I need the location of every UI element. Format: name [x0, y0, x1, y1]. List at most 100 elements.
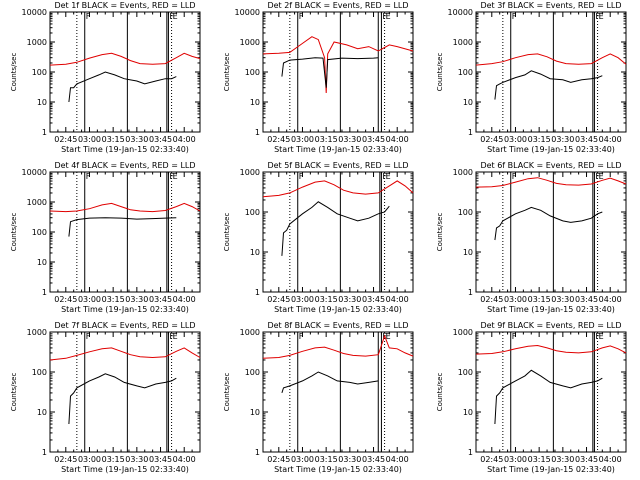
chart-panel: Det 3f BLACK = Events, RED = LLD 1 10 100 10…: [426, 0, 639, 160]
x-tick-label: 03:15: [102, 295, 125, 304]
x-tick-label: 03:30: [338, 455, 361, 464]
time-marker-label: F: [512, 332, 517, 341]
time-marker-label: F: [86, 172, 91, 181]
chart-svg: Det 3f BLACK = Events, RED = LLD 1 10 100 10…: [436, 1, 627, 154]
chart-svg: Det 8f BLACK = Events, RED = LLD 1 10 100 10…: [223, 321, 414, 474]
y-tick-label: 1: [255, 288, 260, 297]
x-tick-label: 03:00: [291, 135, 314, 144]
x-tick-label: 03:45: [149, 455, 172, 464]
x-tick-label: 04:00: [599, 135, 622, 144]
y-tick-label: 10000: [22, 8, 47, 17]
y-axis-label: Counts/sec: [10, 53, 18, 92]
x-axis-label: Start Time (19-Jan-15 02:33:40): [274, 305, 402, 314]
x-tick-label: 03:00: [78, 455, 101, 464]
time-marker-label: E: [173, 172, 178, 181]
time-marker-label: E: [599, 172, 604, 181]
x-tick-label: 04:00: [173, 135, 196, 144]
plot-frame: [262, 331, 414, 453]
x-tick-label: 03:00: [291, 295, 314, 304]
time-marker-label: F: [382, 172, 387, 181]
x-axis-label: Start Time (19-Jan-15 02:33:40): [487, 305, 615, 314]
x-axis-label: Start Time (19-Jan-15 02:33:40): [487, 145, 615, 154]
series-line-lld: [475, 53, 627, 66]
x-tick-label: 02:45: [54, 135, 77, 144]
y-tick-label: 10000: [235, 8, 260, 17]
y-tick-label: 10: [250, 408, 260, 417]
time-marker-label: F: [595, 172, 600, 181]
time-marker-label: F: [299, 172, 304, 181]
chart-panel: Det 1f BLACK = Events, RED = LLD 1 10 100 10…: [0, 0, 213, 160]
chart-title: Det 1f BLACK = Events, RED = LLD: [54, 1, 195, 10]
y-tick-label: 100: [458, 68, 473, 77]
x-tick-label: 03:15: [315, 295, 338, 304]
time-marker-label: F: [169, 12, 174, 21]
y-tick-label: 10: [463, 408, 473, 417]
time-marker-label: E: [173, 12, 178, 21]
x-tick-label: 03:15: [102, 135, 125, 144]
x-tick-label: 03:00: [504, 135, 527, 144]
chart-svg: Det 1f BLACK = Events, RED = LLD 1 10 100 10…: [10, 1, 201, 154]
series-line-lld: [49, 347, 201, 361]
chart-panel: Det 9f BLACK = Events, RED = LLD 1 10 100 10…: [426, 320, 639, 480]
time-marker-label: F: [382, 12, 387, 21]
chart-svg: Det 4f BLACK = Events, RED = LLD 1 10 100 10…: [10, 161, 201, 314]
time-marker-label: F: [512, 172, 517, 181]
x-tick-label: 02:45: [480, 455, 503, 464]
x-axis-label: Start Time (19-Jan-15 02:33:40): [61, 145, 189, 154]
y-axis-label: Counts/sec: [436, 53, 444, 92]
y-tick-label: 1000: [27, 38, 47, 47]
y-tick-label: 10: [463, 98, 473, 107]
x-tick-label: 02:45: [267, 455, 290, 464]
x-axis-label: Start Time (19-Jan-15 02:33:40): [274, 145, 402, 154]
x-tick-label: 03:30: [125, 455, 148, 464]
chart-panel: Det 8f BLACK = Events, RED = LLD 1 10 100 10…: [213, 320, 426, 480]
x-tick-label: 03:30: [551, 455, 574, 464]
x-tick-label: 04:00: [386, 455, 409, 464]
y-tick-label: 10: [37, 408, 47, 417]
chart-title: Det 4f BLACK = Events, RED = LLD: [54, 161, 195, 170]
x-tick-label: 03:30: [338, 135, 361, 144]
x-tick-label: 03:15: [102, 455, 125, 464]
x-tick-label: 02:45: [54, 455, 77, 464]
x-tick-label: 02:45: [267, 135, 290, 144]
y-axis-label: Counts/sec: [10, 373, 18, 412]
x-tick-label: 04:00: [599, 295, 622, 304]
x-tick-label: 03:00: [78, 135, 101, 144]
y-tick-label: 1: [255, 448, 260, 457]
x-tick-label: 03:45: [362, 295, 385, 304]
plot-frame: [49, 11, 201, 133]
x-tick-label: 02:45: [267, 295, 290, 304]
time-marker-label: F: [299, 12, 304, 21]
x-tick-label: 03:15: [315, 455, 338, 464]
y-axis-label: Counts/sec: [223, 213, 231, 252]
x-tick-label: 02:45: [54, 295, 77, 304]
x-tick-label: 04:00: [599, 455, 622, 464]
x-tick-label: 03:15: [315, 135, 338, 144]
x-tick-label: 03:00: [504, 455, 527, 464]
chart-svg: Det 6f BLACK = Events, RED = LLD 1 10 100 10…: [436, 161, 627, 314]
plot-frame: [49, 171, 201, 293]
y-axis-label: Counts/sec: [223, 373, 231, 412]
x-axis-label: Start Time (19-Jan-15 02:33:40): [487, 465, 615, 474]
chart-panel: Det 5f BLACK = Events, RED = LLD 1 10 100 10…: [213, 160, 426, 320]
plot-frame: [475, 171, 627, 293]
x-tick-label: 03:30: [125, 295, 148, 304]
y-axis-label: Counts/sec: [223, 53, 231, 92]
y-axis-label: Counts/sec: [10, 213, 18, 252]
y-tick-label: 100: [32, 68, 47, 77]
time-marker-label: F: [595, 332, 600, 341]
series-line-events: [494, 70, 603, 100]
x-axis-label: Start Time (19-Jan-15 02:33:40): [61, 305, 189, 314]
time-marker-label: E: [173, 332, 178, 341]
series-line-events: [281, 201, 390, 256]
x-tick-label: 03:45: [575, 295, 598, 304]
y-tick-label: 1: [255, 128, 260, 137]
y-tick-label: 1000: [453, 328, 473, 337]
y-tick-label: 1000: [240, 328, 260, 337]
time-marker-label: E: [599, 332, 604, 341]
y-tick-label: 1000: [240, 168, 260, 177]
x-tick-label: 03:15: [528, 455, 551, 464]
series-line-events: [68, 71, 177, 103]
series-line-lld: [262, 180, 414, 198]
